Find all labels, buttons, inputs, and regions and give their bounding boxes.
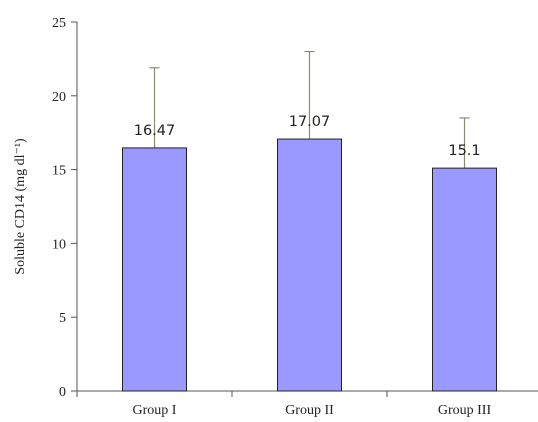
data-label: 16.47 <box>134 123 176 139</box>
bar-group-ii <box>277 138 342 392</box>
error-bars <box>149 50 470 169</box>
data-label: 17.07 <box>289 114 331 130</box>
data-label: 15.1 <box>448 143 480 159</box>
x-tick-label: Group III <box>438 403 492 418</box>
y-axis-title-group: Soluble CD14 (mg dl⁻¹) <box>13 138 28 275</box>
x-tick-label: Group II <box>285 403 334 418</box>
data-labels: 16.47 17.07 15.1 <box>134 114 481 159</box>
y-tick-label: 5 <box>59 311 66 326</box>
y-axis-title: Soluble CD14 (mg dl⁻¹) <box>13 138 28 275</box>
y-ticks: 0 5 10 15 20 25 <box>52 16 77 400</box>
x-ticks <box>76 391 388 397</box>
x-tick-label: Group I <box>133 403 177 418</box>
y-tick-label: 20 <box>52 90 66 105</box>
y-tick-label: 0 <box>59 385 66 400</box>
y-tick-label: 10 <box>52 237 66 252</box>
category-labels: Group I Group II Group III <box>133 403 492 418</box>
y-tick-label: 15 <box>52 164 66 179</box>
bars <box>122 138 497 392</box>
y-tick-label: 25 <box>52 16 66 31</box>
bar-group-iii <box>432 167 497 392</box>
bar-group-i <box>122 147 187 392</box>
